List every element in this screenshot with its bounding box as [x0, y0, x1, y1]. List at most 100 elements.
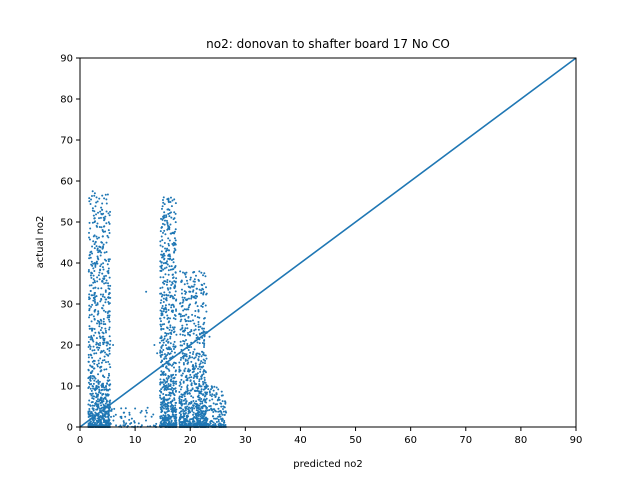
data-point [88, 423, 91, 426]
data-point [173, 232, 176, 235]
data-point [103, 420, 106, 423]
data-point [183, 334, 186, 337]
data-point [183, 296, 186, 299]
data-point [104, 310, 107, 313]
data-point [208, 399, 211, 402]
data-point [152, 413, 155, 416]
data-point [88, 257, 91, 260]
data-point [103, 275, 106, 278]
data-point [100, 287, 103, 290]
data-point [164, 405, 167, 408]
data-point [156, 352, 159, 355]
data-point [162, 419, 165, 422]
y-tick-label: 70 [60, 136, 73, 147]
data-point [87, 340, 90, 343]
data-point [167, 408, 170, 411]
data-point [178, 412, 181, 414]
data-point [160, 391, 163, 394]
data-point [91, 424, 94, 427]
data-point [205, 420, 208, 423]
data-point [184, 318, 187, 321]
data-point [183, 283, 186, 286]
data-point [103, 219, 106, 222]
data-point [104, 323, 107, 326]
data-point [107, 267, 110, 270]
data-point [174, 345, 177, 348]
data-point [173, 326, 176, 329]
data-point [169, 201, 172, 204]
data-point [169, 383, 172, 386]
data-point [211, 386, 214, 389]
data-point [96, 322, 99, 325]
data-point [89, 378, 92, 381]
data-point [220, 390, 223, 393]
data-point [115, 424, 118, 427]
data-point [209, 405, 212, 408]
data-point [204, 275, 207, 278]
data-point [106, 412, 109, 415]
data-point [108, 258, 111, 261]
data-point [168, 257, 171, 260]
data-point [95, 245, 98, 248]
data-point [100, 407, 103, 410]
data-point [194, 309, 197, 312]
data-point [212, 423, 215, 426]
data-point [172, 404, 175, 407]
data-point [164, 233, 167, 236]
x-axis: 0 10 20 30 40 50 60 70 80 90 [77, 427, 582, 446]
data-point [194, 294, 197, 297]
data-point [198, 378, 201, 381]
data-point [190, 285, 193, 288]
data-point [99, 293, 102, 296]
data-point [222, 405, 225, 408]
data-point [93, 300, 96, 303]
data-point [160, 410, 163, 413]
data-point [184, 354, 187, 357]
data-point [91, 221, 94, 224]
data-point [195, 287, 198, 290]
data-point [106, 393, 109, 396]
data-point [104, 193, 107, 196]
data-point [197, 328, 200, 331]
data-point [89, 338, 92, 341]
data-point [186, 370, 189, 373]
data-point [108, 328, 111, 331]
data-point [162, 370, 165, 373]
data-point [175, 417, 178, 420]
x-tick-label: 80 [515, 435, 528, 446]
data-point [164, 273, 167, 276]
data-point [99, 399, 102, 402]
data-point [159, 317, 162, 320]
data-point [90, 198, 93, 201]
data-point [164, 403, 167, 406]
data-point [92, 287, 95, 290]
data-point [178, 313, 181, 316]
data-point [95, 260, 98, 263]
data-point [97, 385, 100, 388]
data-point [172, 414, 175, 417]
data-point [140, 410, 143, 413]
data-point [192, 370, 195, 373]
data-point [171, 400, 174, 403]
data-point [217, 396, 220, 399]
data-point [188, 356, 191, 359]
data-point [160, 253, 163, 256]
data-point [178, 416, 181, 419]
data-point [91, 385, 94, 388]
data-point [91, 207, 94, 210]
data-point [204, 359, 207, 362]
data-point [102, 293, 105, 296]
data-point [199, 418, 202, 421]
data-point [166, 353, 169, 356]
data-point [203, 378, 206, 381]
data-point [181, 296, 184, 299]
data-point [100, 404, 103, 407]
data-point [163, 335, 166, 338]
data-point [93, 192, 96, 195]
data-point [172, 382, 175, 385]
data-point [162, 341, 165, 344]
data-point [159, 276, 162, 279]
data-point [160, 415, 163, 418]
data-point [97, 251, 100, 254]
data-point [179, 418, 181, 421]
